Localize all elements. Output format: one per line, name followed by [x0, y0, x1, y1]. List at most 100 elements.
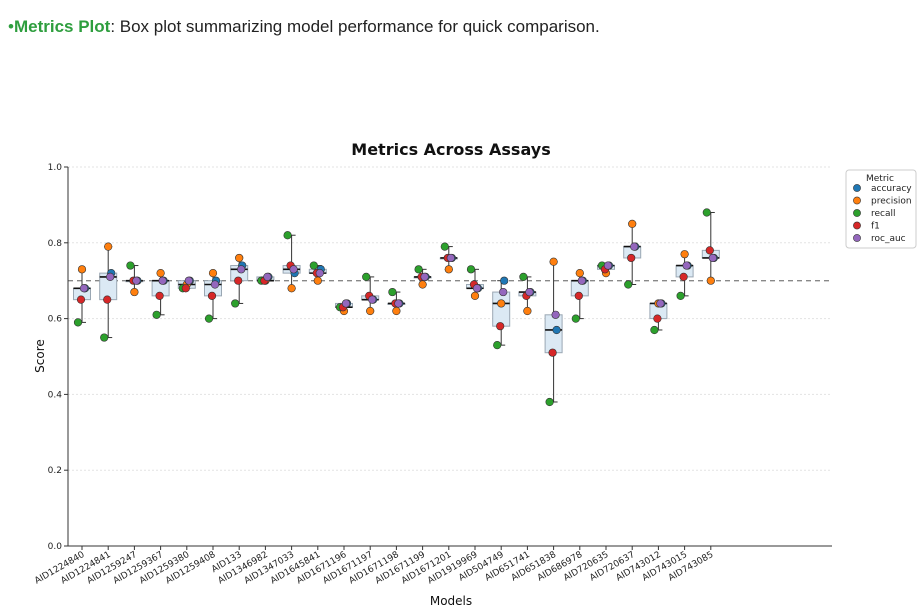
- y-tick-label: 0.0: [48, 542, 63, 552]
- point-precision: [628, 219, 637, 228]
- x-axis-title: Models: [430, 594, 472, 608]
- point-roc_auc: [368, 295, 377, 304]
- point-recall: [493, 341, 502, 350]
- x-ticks: AID1224840AID1224841AID1259247AID1259367…: [33, 546, 715, 587]
- point-f1: [653, 314, 662, 323]
- point-roc_auc: [79, 284, 89, 293]
- chart-title: Metrics Across Assays: [351, 140, 550, 159]
- point-precision: [523, 306, 532, 316]
- point-roc_auc: [420, 272, 429, 282]
- point-recall: [702, 208, 711, 217]
- legend-marker-accuracy: [853, 184, 861, 192]
- point-f1: [76, 295, 86, 304]
- legend-marker-f1: [853, 221, 861, 230]
- point-precision: [470, 291, 480, 300]
- point-recall: [650, 325, 659, 335]
- point-roc_auc: [210, 280, 220, 289]
- point-precision: [156, 269, 165, 278]
- legend-label-f1: f1: [871, 222, 880, 232]
- point-recall: [388, 287, 397, 297]
- point-recall: [624, 280, 633, 289]
- legend-label-precision: precision: [871, 197, 912, 207]
- point-roc_auc: [630, 242, 639, 251]
- point-roc_auc: [237, 265, 246, 274]
- point-precision: [130, 287, 139, 297]
- point-roc_auc: [446, 253, 455, 263]
- point-precision: [575, 269, 584, 278]
- point-recall: [126, 261, 135, 270]
- point-f1: [155, 291, 164, 300]
- point-precision: [444, 265, 453, 274]
- point-roc_auc: [603, 261, 613, 270]
- point-f1: [705, 246, 714, 255]
- point-roc_auc: [472, 284, 482, 293]
- point-recall: [231, 299, 240, 308]
- legend-label-roc_auc: roc_auc: [871, 234, 906, 244]
- point-roc_auc: [132, 276, 141, 285]
- point-f1: [679, 272, 688, 282]
- point-roc_auc: [158, 276, 167, 285]
- box-body: [544, 314, 563, 354]
- point-precision: [680, 250, 689, 259]
- point-recall: [676, 291, 685, 300]
- point-recall: [73, 318, 83, 327]
- point-roc_auc: [682, 261, 691, 270]
- point-roc_auc: [341, 299, 351, 308]
- point-precision: [497, 299, 506, 308]
- y-tick-label: 0.4: [48, 390, 63, 400]
- point-f1: [207, 291, 217, 300]
- point-roc_auc: [708, 253, 717, 263]
- legend: Metric accuracy precision recall f1 roc_auc: [845, 169, 917, 249]
- y-tick-label: 0.8: [48, 239, 63, 249]
- y-tick-label: 0.6: [48, 315, 63, 325]
- point-recall: [519, 272, 528, 282]
- point-recall: [204, 314, 214, 323]
- legend-frame: [845, 169, 917, 249]
- point-precision: [77, 265, 87, 274]
- point-precision: [392, 306, 401, 316]
- point-precision: [235, 253, 244, 263]
- point-f1: [496, 322, 505, 331]
- point-roc_auc: [289, 265, 298, 274]
- legend-marker-precision: [853, 196, 861, 205]
- point-precision: [287, 284, 296, 293]
- point-roc_auc: [525, 287, 534, 297]
- point-roc_auc: [106, 272, 115, 282]
- point-group: [73, 208, 718, 407]
- point-recall: [571, 314, 580, 323]
- gridlines: [68, 166, 832, 547]
- point-recall: [100, 333, 109, 342]
- point-roc_auc: [656, 299, 665, 308]
- bullet-marker: •: [8, 17, 14, 36]
- point-recall: [466, 265, 476, 274]
- legend-marker-roc_auc: [853, 234, 861, 242]
- point-precision: [313, 276, 322, 285]
- legend-title: Metric: [866, 174, 894, 184]
- section-description: •Metrics Plot: Box plot summarizing mode…: [8, 17, 600, 37]
- point-precision: [418, 280, 427, 289]
- point-roc_auc: [394, 299, 403, 308]
- section-heading: Metrics Plot: [13, 17, 111, 36]
- y-tick-label: 0.2: [48, 466, 62, 476]
- point-roc_auc: [577, 276, 586, 285]
- point-recall: [283, 231, 292, 240]
- point-accuracy: [552, 325, 561, 335]
- point-precision: [104, 242, 113, 251]
- point-precision: [706, 276, 715, 285]
- point-recall: [309, 261, 318, 270]
- point-f1: [574, 291, 583, 300]
- point-roc_auc: [263, 272, 272, 282]
- point-f1: [627, 253, 636, 263]
- axes: [67, 167, 832, 547]
- point-f1: [103, 295, 112, 304]
- point-recall: [440, 242, 449, 251]
- point-roc_auc: [184, 276, 193, 285]
- point-f1: [181, 284, 190, 293]
- point-precision: [208, 269, 218, 278]
- point-recall: [545, 397, 554, 407]
- legend-label-recall: recall: [871, 209, 896, 219]
- y-ticks: 0.0 0.2 0.4 0.6 0.8 1.0: [48, 163, 68, 552]
- point-roc_auc: [315, 269, 324, 278]
- point-recall: [152, 310, 161, 319]
